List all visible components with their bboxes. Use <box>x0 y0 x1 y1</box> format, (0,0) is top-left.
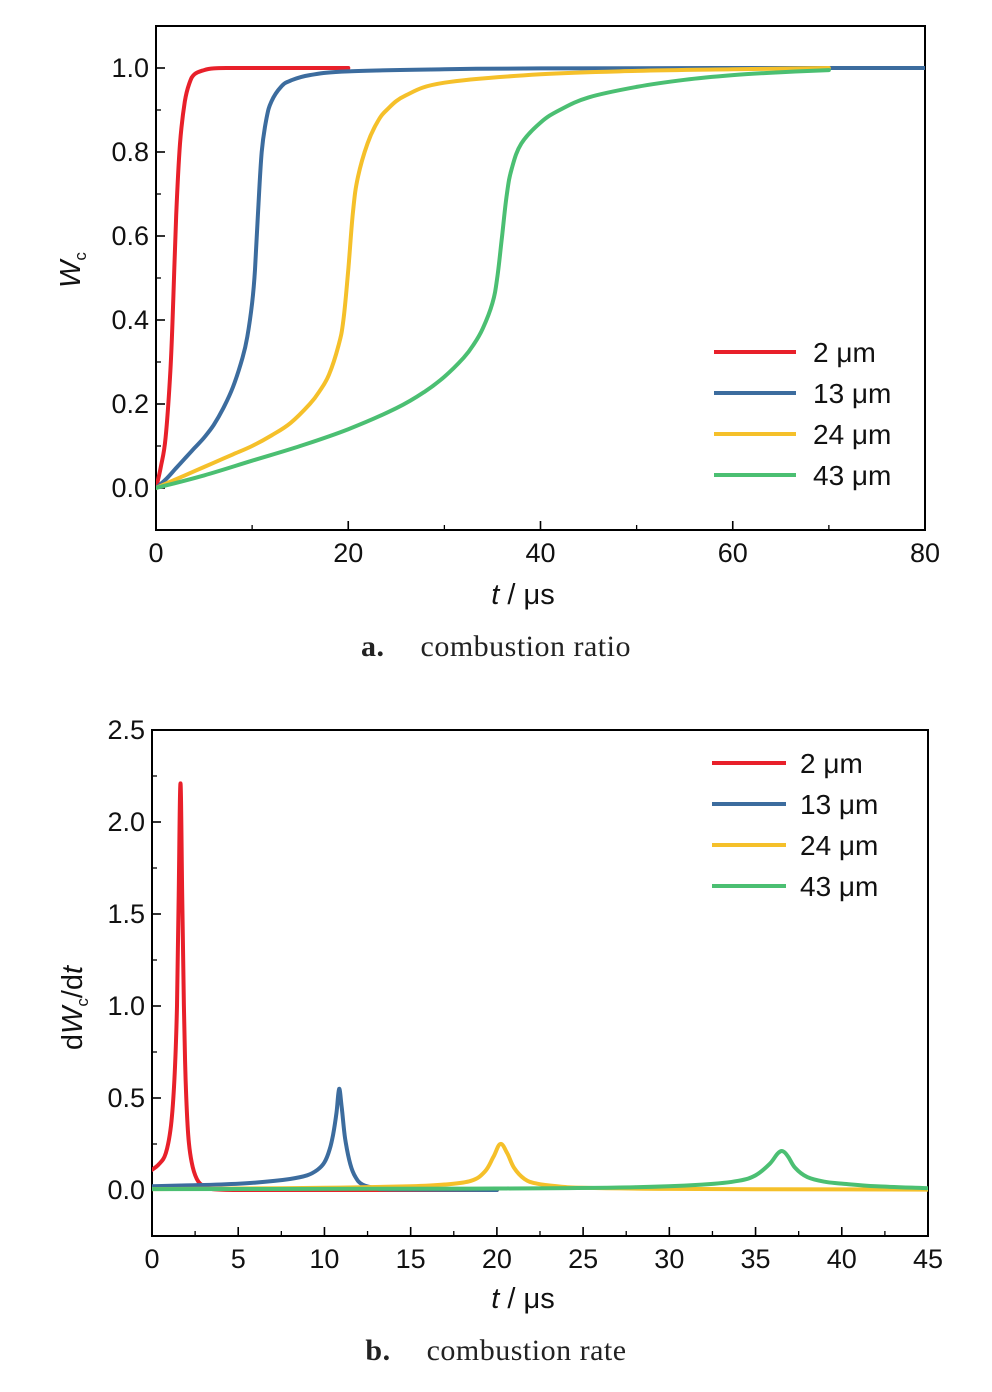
x-tick-label-b: 45 <box>913 1244 943 1274</box>
x-tick-label-b: 35 <box>741 1244 771 1274</box>
caption-b: b. combustion rate <box>0 1334 992 1368</box>
y-tick-label-b: 0.5 <box>107 1083 145 1113</box>
x-tick-label-b: 30 <box>654 1244 684 1274</box>
combustion-ratio-chart: 0 20 40 60 80 0.0 0.2 0.4 0.6 0.8 1.0 t / μs Wc 2 μm 1… <box>55 25 940 611</box>
legend-label-a-2-m: 2 μm <box>813 337 876 368</box>
series-line-b-43-m <box>152 1149 928 1192</box>
chart-panel-b: 0 5 10 15 20 25 30 35 40 45 0.0 0.5 1.0 1.5 2.0 2.5 t / … <box>0 690 992 1392</box>
combustion-rate-chart: 0 5 10 15 20 25 30 35 40 45 0.0 0.5 1.0 1.5 2.0 2.5 t / … <box>57 715 943 1315</box>
x-axis-label-a: t / μs <box>491 579 554 611</box>
y-tick-label-a: 0.4 <box>111 305 149 335</box>
y-tick-label-b: 2.0 <box>107 807 145 837</box>
x-tick-label-a: 0 <box>148 538 163 568</box>
series-line-a-43-m <box>156 68 831 490</box>
chart-panel-a: 0 20 40 60 80 0.0 0.2 0.4 0.6 0.8 1.0 t / μs Wc 2 μm 1… <box>0 0 992 690</box>
y-axis-label-b: dWc/dt <box>57 964 92 1050</box>
series-line-a-13-m <box>156 65 925 490</box>
x-tick-label-b: 20 <box>482 1244 512 1274</box>
y-tick-label-b: 2.5 <box>107 715 145 745</box>
y-tick-label-a: 0.2 <box>111 389 149 419</box>
legend-label-b-2-m: 2 μm <box>800 748 863 779</box>
x-tick-label-b: 0 <box>144 1244 159 1274</box>
series-line-a-24-m <box>156 66 831 490</box>
caption-a: a. combustion ratio <box>0 630 992 664</box>
x-tick-label-b: 5 <box>231 1244 246 1274</box>
series-line-a-2-m <box>156 65 351 490</box>
x-tick-label-b: 25 <box>568 1244 598 1274</box>
y-tick-label-a: 0.8 <box>111 137 149 167</box>
caption-a-text: combustion ratio <box>420 630 631 663</box>
legend-label-a-13-m: 13 μm <box>813 378 891 409</box>
series-line-b-2-m <box>152 781 499 1193</box>
caption-b-text: combustion rate <box>426 1334 627 1367</box>
x-tick-label-b: 15 <box>396 1244 426 1274</box>
legend-label-b-13-m: 13 μm <box>800 789 878 820</box>
x-tick-label-b: 10 <box>309 1244 339 1274</box>
y-tick-label-b: 1.0 <box>107 991 145 1021</box>
x-tick-label-a: 60 <box>718 538 748 568</box>
x-tick-label-a: 80 <box>910 538 940 568</box>
y-axis-label-a: Wc <box>55 252 90 288</box>
x-tick-label-a: 20 <box>333 538 363 568</box>
legend-a: 2 μm 13 μm 24 μm 43 μm <box>714 337 891 491</box>
y-tick-label-a: 0.0 <box>111 473 149 503</box>
y-tick-label-b: 1.5 <box>107 899 145 929</box>
y-tick-label-b: 0.0 <box>107 1175 145 1205</box>
legend-label-a-43-m: 43 μm <box>813 460 891 491</box>
series-line-b-13-m <box>152 1086 499 1192</box>
legend-b: 2 μm 13 μm 24 μm 43 μm <box>712 748 878 902</box>
legend-label-b-43-m: 43 μm <box>800 871 878 902</box>
x-axis-label-b: t / μs <box>491 1283 554 1315</box>
x-tick-label-a: 40 <box>525 538 555 568</box>
caption-b-letter: b. <box>365 1334 391 1367</box>
x-tick-label-b: 40 <box>827 1244 857 1274</box>
y-tick-label-a: 0.6 <box>111 221 149 251</box>
legend-label-b-24-m: 24 μm <box>800 830 878 861</box>
legend-label-a-24-m: 24 μm <box>813 419 891 450</box>
caption-a-letter: a. <box>361 630 385 663</box>
y-tick-label-a: 1.0 <box>111 53 149 83</box>
